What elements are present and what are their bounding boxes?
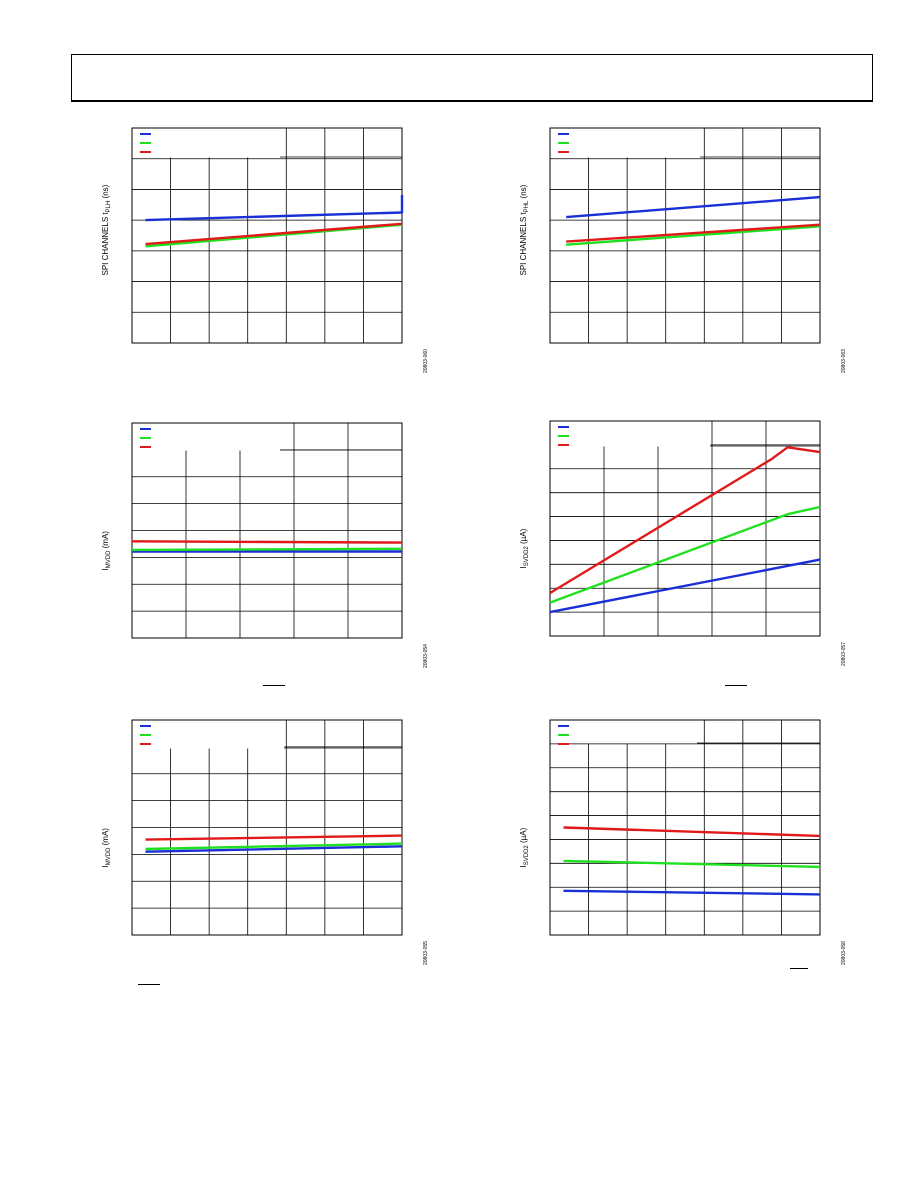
y-axis-label: ISVDD2 (µA)	[519, 827, 530, 867]
y-axis-label-unit: (ns)	[519, 184, 528, 200]
chart-isvdd2-2: ISVDD2 (µA) 20803-058	[513, 710, 850, 965]
y-axis-label: IMVDD (mA)	[101, 828, 112, 868]
y-axis-label-unit: (mA)	[101, 531, 110, 551]
legend-box	[132, 423, 281, 451]
y-axis-label-sub: SVDD2	[524, 845, 530, 866]
axis-mark	[790, 968, 808, 969]
y-axis-label: SPI CHANNELS tPHL (ns)	[519, 184, 530, 275]
chart-imvdd-1: IMVDD (mA) 20803-054	[95, 413, 432, 668]
chart-spi-tphl: SPI CHANNELS tPHL (ns) 20803-063	[513, 118, 850, 373]
y-axis-label-unit: (µA)	[519, 528, 528, 546]
legend-box	[132, 128, 281, 158]
series-line	[549, 446, 821, 595]
series-line	[145, 834, 403, 841]
series-line	[549, 558, 821, 614]
chart-svg: SPI CHANNELS tPHL (ns) 20803-063	[519, 127, 847, 373]
series-line	[145, 845, 403, 853]
series-line	[145, 842, 403, 851]
axis-mark	[138, 984, 160, 985]
legend-box	[550, 720, 698, 744]
series-line	[145, 195, 404, 222]
chart-svg: ISVDD2 (µA) 20803-057	[519, 420, 847, 666]
y-axis-label-main: SPI CHANNELS t	[519, 212, 528, 276]
y-axis-label-main: SPI CHANNELS t	[101, 212, 110, 276]
legend-box	[550, 128, 701, 158]
figure-number: 20803-063	[841, 349, 847, 373]
y-axis-label-main: I	[519, 566, 528, 568]
series-line	[145, 222, 403, 246]
legend-box	[550, 421, 711, 447]
series-line	[566, 223, 821, 243]
page-header-box	[71, 54, 873, 102]
series-line	[563, 889, 821, 896]
plot-frame	[549, 719, 821, 936]
y-axis-label-main: I	[101, 865, 110, 867]
figure-number: 20803-057	[841, 642, 847, 666]
figure-number: 20803-060	[423, 349, 429, 373]
series-line	[131, 540, 403, 544]
series-line	[549, 505, 821, 604]
chart-isvdd2-1: ISVDD2 (µA) 20803-057	[513, 413, 850, 666]
chart-svg: ISVDD2 (µA) 20803-058	[519, 719, 847, 965]
y-axis-label-unit: (µA)	[519, 827, 528, 845]
figure-number: 20803-055	[423, 941, 429, 965]
y-axis-label-sub: MVDD	[106, 550, 112, 568]
y-axis-label: SPI CHANNELS tPLH (ns)	[101, 184, 112, 275]
chart-svg: IMVDD (mA) 20803-055	[101, 719, 429, 965]
legend-box	[132, 720, 285, 749]
y-axis-label-sub: PLH	[106, 201, 112, 213]
y-axis-label-sub: SVDD2	[524, 546, 530, 567]
chart-svg: IMVDD (mA) 20803-054	[101, 422, 429, 668]
chart-spi-tplh: SPI CHANNELS tPLH (ns) 20803-060	[95, 118, 432, 373]
series-line	[563, 859, 821, 869]
axis-mark	[725, 685, 747, 686]
y-axis-label: IMVDD (mA)	[101, 531, 112, 571]
plot-frame	[549, 420, 821, 637]
y-axis-label-unit: (mA)	[101, 828, 110, 848]
y-axis-label-sub: PHL	[524, 200, 530, 212]
series-line	[566, 225, 821, 246]
y-axis-label-main: I	[101, 568, 110, 570]
series-line	[131, 547, 403, 552]
series-line	[563, 826, 821, 838]
y-axis-label-main: I	[519, 865, 528, 867]
axis-mark	[263, 685, 285, 686]
y-axis-label: ISVDD2 (µA)	[519, 528, 530, 568]
plot-frame	[131, 127, 403, 344]
chart-svg: SPI CHANNELS tPLH (ns) 20803-060	[101, 127, 429, 373]
series-line	[566, 195, 821, 219]
figure-number: 20803-054	[423, 644, 429, 668]
plot-frame	[549, 127, 821, 344]
chart-imvdd-2: IMVDD (mA) 20803-055	[95, 710, 432, 965]
figure-number: 20803-058	[841, 941, 847, 965]
y-axis-label-sub: MVDD	[106, 847, 112, 865]
y-axis-label-unit: (ns)	[101, 184, 110, 200]
